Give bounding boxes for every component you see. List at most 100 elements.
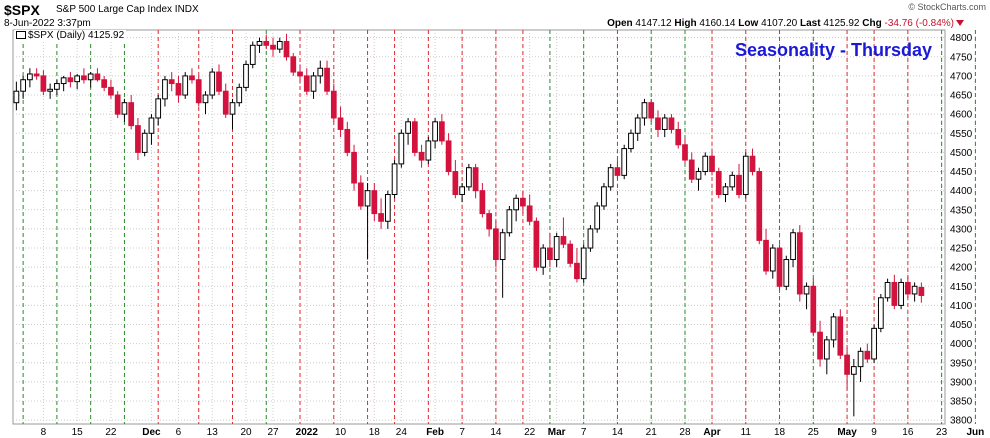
chg-label: Chg bbox=[862, 18, 882, 29]
candle-body bbox=[722, 186, 729, 195]
x-tick-label: 22 bbox=[105, 427, 117, 438]
candle-body bbox=[709, 155, 715, 173]
chart-legend: $SPX (Daily) 4125.92 bbox=[14, 30, 127, 41]
candle-body bbox=[749, 155, 756, 173]
y-tick-label: 4200 bbox=[950, 263, 973, 274]
candle-body bbox=[101, 79, 108, 88]
x-tick-label: 14 bbox=[612, 427, 624, 438]
x-tick-label: 27 bbox=[267, 427, 279, 438]
chart-header: $SPX S&P 500 Large Cap Index INDX 8-Jun-… bbox=[0, 0, 990, 30]
x-tick-label: 23 bbox=[936, 427, 948, 438]
x-tick-label: 7 bbox=[459, 427, 465, 438]
candle-body bbox=[54, 83, 60, 90]
candle-body bbox=[445, 140, 452, 173]
candle-body bbox=[844, 354, 850, 375]
x-tick-label: 13 bbox=[207, 427, 219, 438]
candle-body bbox=[871, 327, 877, 360]
x-tick-label: 7 bbox=[581, 427, 587, 438]
candle-body bbox=[486, 213, 492, 230]
plot-area bbox=[12, 29, 946, 425]
candle-body bbox=[67, 77, 74, 83]
candle-body bbox=[344, 128, 351, 153]
candle-body bbox=[74, 75, 81, 83]
x-tick-label: 6 bbox=[176, 427, 182, 438]
x-tick-label: 24 bbox=[396, 427, 408, 438]
last-label: Last bbox=[800, 18, 821, 29]
y-tick-label: 4650 bbox=[950, 91, 973, 102]
x-tick-label: 22 bbox=[524, 427, 536, 438]
candle-body bbox=[587, 228, 594, 249]
y-tick-label: 4450 bbox=[950, 167, 973, 178]
candle-body bbox=[641, 102, 648, 119]
candle-body bbox=[715, 171, 722, 195]
candle-body bbox=[108, 86, 114, 96]
candle-body bbox=[33, 73, 40, 77]
x-tick-label: 25 bbox=[808, 427, 820, 438]
candle-body bbox=[796, 232, 803, 295]
x-tick-label: Jun bbox=[967, 427, 985, 438]
symbol-label: $SPX bbox=[4, 2, 40, 18]
candle-body bbox=[493, 228, 499, 261]
candle-body bbox=[47, 88, 54, 92]
candle-body bbox=[391, 163, 398, 195]
candle-body bbox=[243, 63, 249, 88]
candle-body bbox=[506, 209, 513, 234]
x-tick-label: 2022 bbox=[296, 427, 319, 438]
legend-text: $SPX (Daily) 4125.92 bbox=[28, 30, 125, 41]
candle-body bbox=[736, 174, 742, 195]
candle-body bbox=[303, 75, 310, 92]
candle-body bbox=[891, 281, 898, 306]
candle-body bbox=[776, 247, 783, 287]
candle-body bbox=[621, 148, 628, 176]
candle-body bbox=[263, 40, 270, 46]
candle-body bbox=[405, 121, 411, 134]
candle-body bbox=[182, 75, 189, 96]
candle-body bbox=[729, 174, 736, 188]
candle-body bbox=[472, 167, 479, 192]
candle-body bbox=[857, 350, 864, 368]
chg-value: -34.76 (-0.84%) bbox=[884, 18, 954, 29]
x-tick-label: 16 bbox=[902, 427, 914, 438]
candle-body bbox=[162, 79, 168, 100]
candle-body bbox=[864, 350, 871, 360]
candle-body bbox=[756, 171, 763, 241]
y-tick-label: 4700 bbox=[950, 71, 973, 82]
x-tick-label: 18 bbox=[774, 427, 786, 438]
open-value: 4147.12 bbox=[635, 18, 672, 29]
x-tick-label: 8 bbox=[41, 427, 47, 438]
x-tick-label: Mar bbox=[548, 427, 566, 438]
candle-body bbox=[20, 79, 26, 92]
candle-body bbox=[94, 73, 101, 81]
candle-body bbox=[175, 83, 182, 96]
candle-body bbox=[256, 40, 263, 46]
candle-body bbox=[783, 259, 790, 287]
x-tick-label: 20 bbox=[240, 427, 252, 438]
candle-body bbox=[533, 220, 540, 268]
y-tick-label: 3900 bbox=[950, 377, 973, 388]
candle-body bbox=[601, 186, 607, 207]
candle-body bbox=[371, 190, 378, 215]
candle-body bbox=[40, 75, 47, 92]
credit-label: © StockCharts.com bbox=[908, 2, 986, 12]
candle-body bbox=[769, 247, 776, 272]
x-tick-label: 11 bbox=[741, 427, 752, 438]
candle-body bbox=[634, 117, 641, 134]
candle-body bbox=[87, 73, 94, 81]
last-value: 4125.92 bbox=[823, 18, 860, 29]
candle-body bbox=[607, 167, 614, 188]
candle-body bbox=[540, 247, 547, 268]
x-tick-label: 15 bbox=[72, 427, 84, 438]
x-tick-label: 28 bbox=[679, 427, 691, 438]
candle-body bbox=[513, 197, 520, 211]
candle-body bbox=[911, 285, 918, 295]
candle-body bbox=[128, 102, 135, 127]
candle-body bbox=[661, 117, 668, 130]
candle-body bbox=[628, 132, 634, 150]
candle-body bbox=[884, 281, 891, 299]
candle-body bbox=[817, 331, 823, 360]
seasonality-title: Seasonality - Thursday bbox=[734, 40, 932, 60]
y-tick-label: 4800 bbox=[950, 33, 973, 44]
candle-body bbox=[520, 197, 526, 207]
y-tick-label: 4150 bbox=[950, 282, 973, 293]
